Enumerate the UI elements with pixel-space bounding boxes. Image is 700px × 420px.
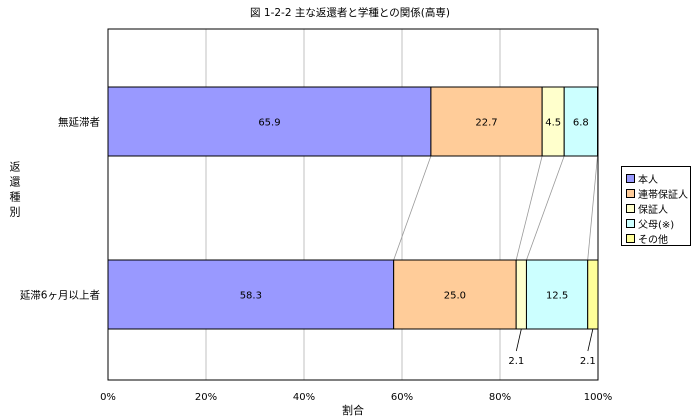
- bar-segment: [430, 86, 543, 157]
- legend-item: 連帯保証人: [626, 186, 690, 201]
- category-label: 延滞6ヶ月以上者: [20, 290, 100, 302]
- legend-swatch: [626, 174, 635, 183]
- legend-swatch: [626, 219, 635, 228]
- x-tick-label: 80%: [489, 392, 511, 403]
- data-label: 4.5: [545, 118, 561, 129]
- chart-title: 図 1-2-2 主な返還者と学種との関係(高専): [250, 6, 450, 19]
- data-label: 58.3: [240, 291, 262, 302]
- data-label: 25.0: [444, 291, 466, 302]
- data-labels: 65.9 22.7 4.5 6.8 58.3 25.0 2.1 12.5 2.1: [240, 118, 596, 368]
- x-tick-label: 100%: [584, 392, 613, 403]
- data-label: 12.5: [546, 291, 568, 302]
- bar-segment: [107, 259, 395, 330]
- data-label: 22.7: [475, 118, 497, 129]
- x-tick-label: 0%: [100, 392, 116, 403]
- y-axis-label-char: 種: [10, 190, 21, 204]
- x-axis-ticks: 0% 20% 40% 60% 80% 100%: [100, 392, 612, 403]
- y-axis-label-char: 返: [10, 161, 21, 174]
- y-axis-label-char: 別: [10, 206, 21, 219]
- bar-segment: [525, 259, 589, 330]
- series-line: [526, 155, 565, 261]
- x-tick-label: 60%: [391, 392, 413, 403]
- x-tick-label: 20%: [195, 392, 217, 403]
- x-tick-label: 40%: [293, 392, 315, 403]
- legend-label: 連帯保証人: [638, 190, 688, 201]
- series-lines: [393, 155, 598, 261]
- legend-swatch: [626, 189, 635, 198]
- data-label: 6.8: [573, 118, 589, 129]
- legend-label: 保証人: [638, 205, 668, 216]
- series-line: [515, 155, 543, 261]
- legend-label: 父母(※): [638, 220, 675, 231]
- legend-swatch: [626, 234, 635, 243]
- x-axis-label: 割合: [342, 403, 364, 417]
- legend-label: 本人: [638, 175, 658, 186]
- bars: [107, 86, 599, 330]
- bar-segment: [587, 259, 599, 330]
- y-axis-label: 返還種別: [10, 161, 21, 219]
- data-label: 65.9: [258, 118, 280, 129]
- leader-line: [515, 328, 522, 352]
- data-label: 2.1: [580, 356, 596, 367]
- legend: 本人連帯保証人保証人父母(※) その他: [621, 166, 691, 246]
- bar-segment: [563, 86, 599, 157]
- y-axis-label-char: 還: [10, 176, 21, 189]
- series-line: [393, 155, 432, 261]
- legend-item: 本人: [626, 171, 690, 186]
- category-label: 無延滞者: [58, 116, 100, 129]
- legend-swatch: [626, 204, 635, 213]
- bar-segment: [107, 86, 432, 157]
- plot-area-border: [107, 28, 599, 381]
- legend-item: 保証人: [626, 201, 690, 216]
- bar-segment: [515, 259, 527, 330]
- legend-item: 父母(※): [626, 216, 690, 231]
- legend-item: その他: [626, 231, 690, 246]
- series-line: [587, 155, 598, 261]
- bar-segment: [393, 259, 517, 330]
- leader-line: [587, 328, 594, 352]
- legend-label: その他: [638, 235, 668, 246]
- data-label: 2.1: [508, 356, 524, 367]
